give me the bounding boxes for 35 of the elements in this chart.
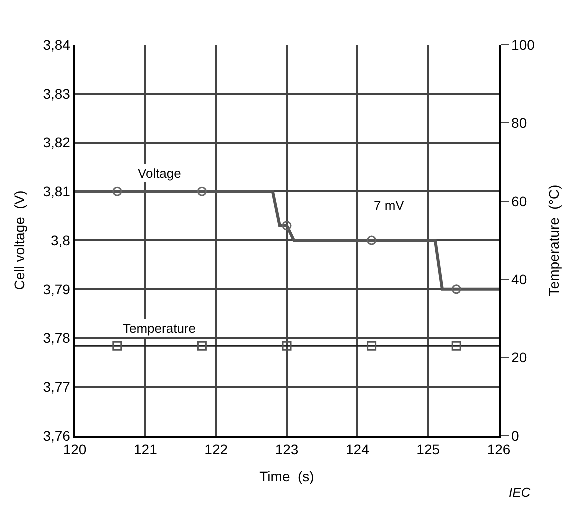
x-tick-label: 122 [204, 442, 228, 458]
x-axis-title: Time (s) [260, 468, 314, 484]
y2-tick-label: 0 [512, 428, 520, 444]
y-tick-label: 3,83 [43, 86, 71, 102]
y-tick-label: 3,82 [43, 134, 71, 151]
point [112, 186, 122, 196]
text: IEC [509, 485, 532, 500]
x-tick-label: 121 [134, 442, 158, 458]
y2-tick-label: 100 [512, 36, 536, 53]
y2-tick-label: 20 [512, 350, 528, 366]
y-tick-label: 3,8 [50, 232, 71, 248]
annotation: 7 mV [374, 198, 405, 213]
point [197, 186, 207, 196]
x-tick-label: 123 [275, 442, 299, 458]
y-axis-title: Cell voltage (V) [11, 190, 28, 290]
point [282, 221, 292, 231]
series-label: Voltage [138, 166, 182, 181]
x-tick-label: 126 [487, 442, 511, 458]
line-series [75, 190, 499, 291]
y-tick-label: 3,84 [43, 36, 71, 53]
y-tick-label: 3,77 [43, 379, 71, 396]
x-tick-label: 124 [346, 442, 370, 458]
point [367, 236, 377, 246]
point [452, 284, 462, 294]
y-tick-label: 3,78 [43, 330, 71, 346]
y2-tick-label: 80 [512, 115, 528, 132]
y2-tick-label: 40 [512, 272, 528, 288]
x-tick-label: 125 [416, 442, 440, 458]
y-tick-label: 3,76 [43, 428, 71, 444]
y-tick-label: 3,81 [43, 184, 71, 200]
x-tick-label: 120 [63, 442, 87, 458]
y2-axis-title: Temperature (°C) [546, 184, 562, 296]
series-label: Temperature [123, 321, 196, 336]
y2-tick-label: 60 [512, 193, 528, 210]
y-tick-label: 3,79 [43, 281, 71, 298]
